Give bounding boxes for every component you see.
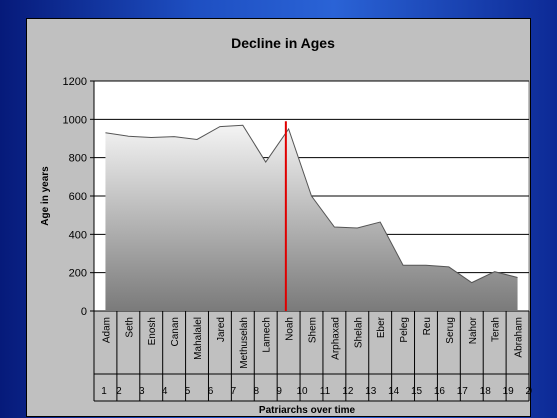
category-label: Canan	[170, 317, 181, 346]
number-label: 18	[480, 386, 492, 397]
number-label: 16	[434, 386, 446, 397]
y-tick-label: 0	[81, 306, 87, 318]
number-label: 5	[185, 386, 191, 397]
y-tick-label: 1000	[63, 114, 87, 126]
number-label: 4	[162, 386, 168, 397]
y-tick-label: 400	[69, 229, 87, 241]
category-label: Lamech	[262, 317, 273, 353]
chart-panel: Decline in Ages 0 200 400 600 800 1000 1200 Ad…	[26, 18, 531, 417]
number-label: 10	[296, 386, 308, 397]
y-tick-label: 600	[69, 191, 87, 203]
category-label: Adam	[101, 317, 112, 343]
y-axis-title: Age in years	[40, 166, 51, 226]
number-label: 1	[101, 386, 107, 397]
number-label: 2	[116, 386, 122, 397]
number-label: 13	[365, 386, 377, 397]
number-label: 17	[457, 386, 469, 397]
category-label: Peleg	[399, 317, 410, 343]
category-label: Noah	[285, 317, 296, 341]
category-label: Methuselah	[239, 317, 250, 369]
category-label: Shem	[308, 317, 319, 343]
category-label: Serug	[445, 317, 456, 344]
y-tick-label: 200	[69, 268, 87, 280]
number-label: 20	[525, 386, 532, 397]
category-label: Mahalalel	[193, 317, 204, 360]
category-label: Shelah	[353, 317, 364, 348]
number-label: 19	[503, 386, 515, 397]
category-label: Jared	[216, 317, 227, 342]
number-label: 12	[342, 386, 354, 397]
category-label: Abraham	[514, 317, 525, 358]
category-label: Nahor	[468, 316, 479, 344]
category-label: Seth	[124, 317, 135, 338]
y-axis-ticks: 0 200 400 600 800 1000 1200	[63, 76, 94, 318]
category-label: Enosh	[147, 317, 158, 345]
category-label: Reu	[422, 317, 433, 335]
category-label: Arphaxad	[330, 317, 341, 360]
category-label: Eber	[376, 316, 387, 338]
number-label: 8	[253, 386, 259, 397]
y-tick-label: 1200	[63, 76, 87, 88]
y-tick-label: 800	[69, 153, 87, 165]
number-label: 7	[231, 386, 237, 397]
area-chart: Decline in Ages 0 200 400 600 800 1000 1200 Ad…	[27, 19, 532, 418]
category-label: Terah	[491, 317, 502, 342]
number-label: 15	[411, 386, 423, 397]
number-label: 3	[139, 386, 145, 397]
patriarch-numbers: 1234567891011121314151617181920	[101, 386, 532, 397]
x-axis-title: Patriarchs over time	[259, 405, 356, 416]
number-label: 14	[388, 386, 400, 397]
number-label: 6	[208, 386, 214, 397]
chart-title: Decline in Ages	[231, 35, 335, 51]
number-label: 11	[320, 386, 331, 397]
number-label: 9	[276, 386, 282, 397]
